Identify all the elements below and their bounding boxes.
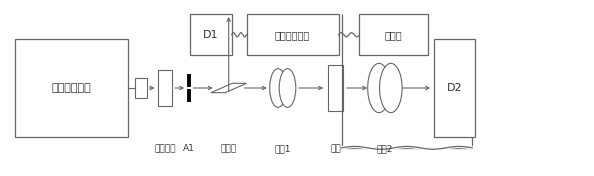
Text: 分束镜: 分束镜 (220, 144, 237, 153)
Bar (247, 14, 339, 55)
Polygon shape (211, 83, 247, 93)
Ellipse shape (368, 63, 390, 113)
Ellipse shape (279, 69, 296, 107)
Text: D2: D2 (447, 83, 462, 93)
Bar (135, 78, 147, 98)
Bar (434, 39, 475, 137)
Text: 样品: 样品 (330, 144, 341, 153)
Ellipse shape (380, 63, 402, 113)
Text: A1: A1 (183, 144, 195, 153)
Text: 采样镜片: 采样镜片 (154, 144, 176, 153)
Text: 双通道功率计: 双通道功率计 (275, 30, 310, 40)
Ellipse shape (270, 69, 286, 107)
Text: 透镜2: 透镜2 (377, 144, 393, 153)
Text: 计算机: 计算机 (385, 30, 402, 40)
Bar (158, 70, 172, 106)
Text: 透镜1: 透镜1 (274, 144, 291, 153)
Bar (328, 65, 343, 111)
Bar (359, 14, 428, 55)
Bar (190, 14, 232, 55)
Text: 激光光源系统: 激光光源系统 (52, 83, 91, 93)
Text: D1: D1 (203, 30, 219, 40)
Bar (15, 39, 128, 137)
